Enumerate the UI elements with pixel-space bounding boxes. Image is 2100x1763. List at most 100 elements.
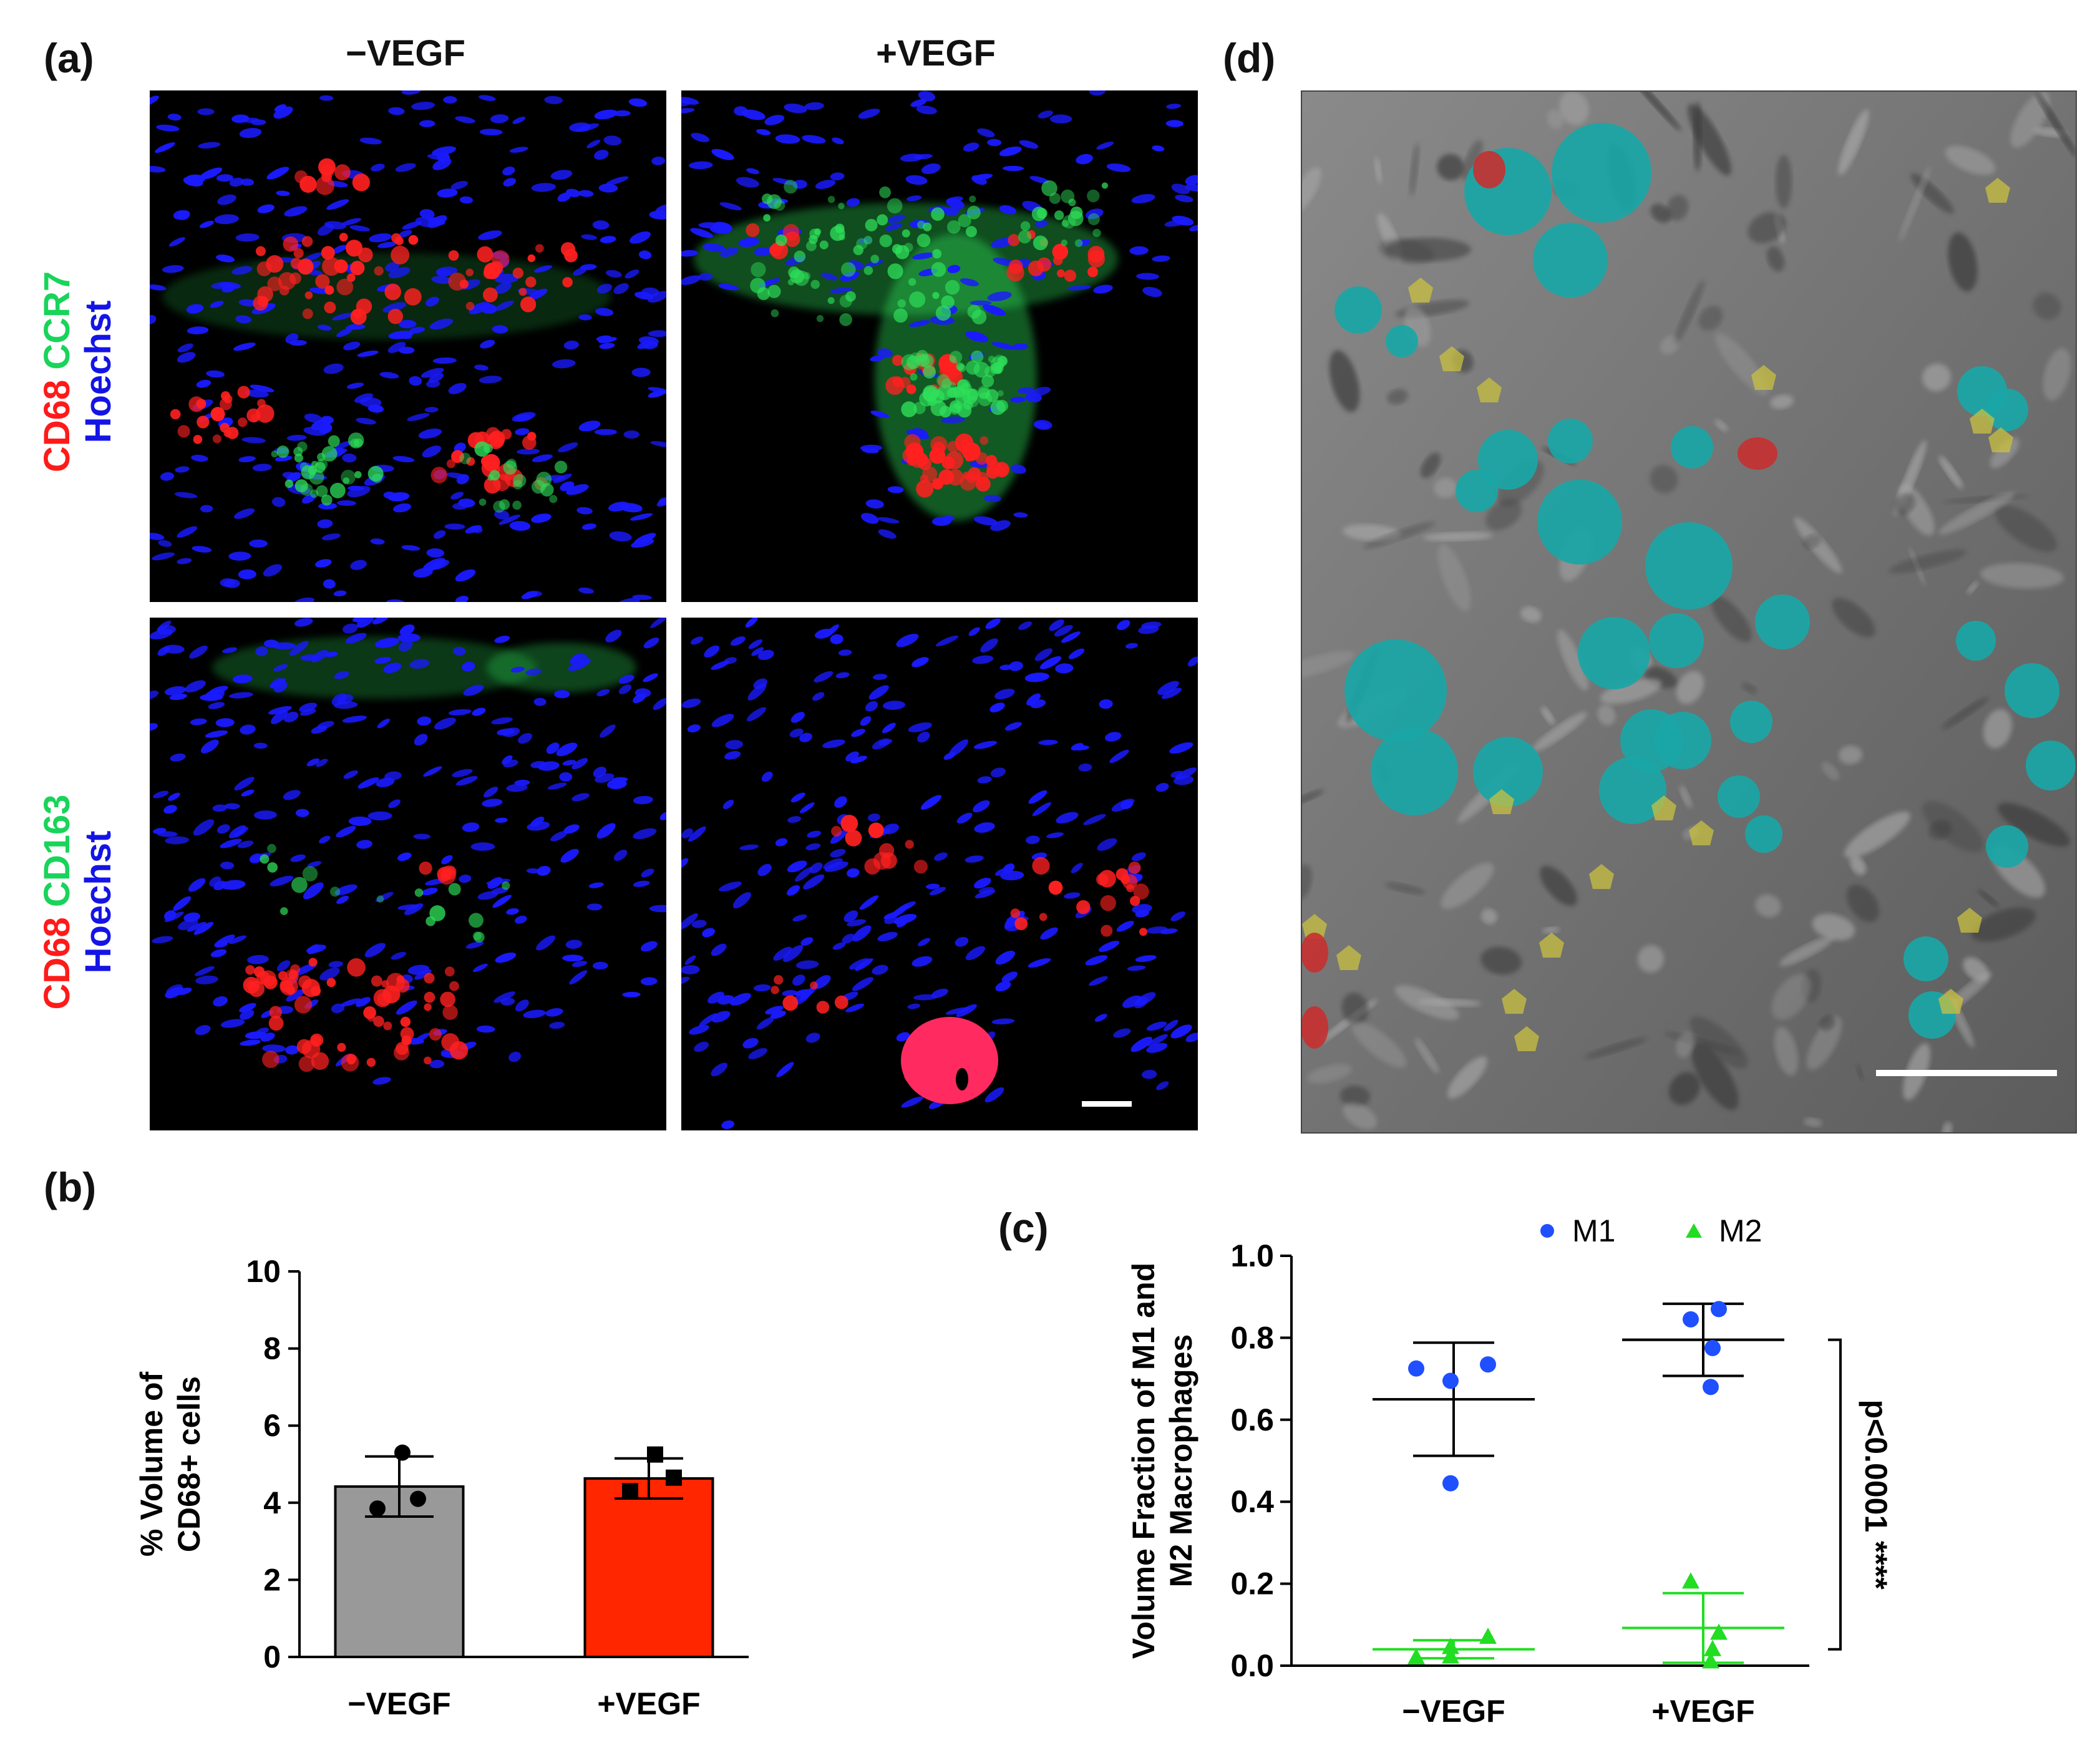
nucleus-mark xyxy=(578,587,594,594)
nucleus-mark xyxy=(452,769,473,777)
nucleus-mark xyxy=(596,283,613,294)
nucleus-mark xyxy=(999,205,1016,215)
red-stain-mark xyxy=(346,1054,357,1064)
red-stain-mark xyxy=(302,308,313,319)
red-stain-mark xyxy=(391,245,410,265)
macrophage-cell xyxy=(1645,522,1733,610)
red-stain-mark xyxy=(437,866,456,885)
nucleus-mark xyxy=(1109,749,1129,763)
micrograph-ccr7-minus-vegf xyxy=(150,90,666,602)
nucleus-mark xyxy=(990,767,1006,778)
nucleus-mark xyxy=(150,722,158,731)
surface-texture xyxy=(1547,109,1564,129)
nucleus-mark xyxy=(613,849,628,862)
nucleus-mark xyxy=(681,965,700,974)
green-stain-mark xyxy=(827,196,835,203)
red-stain-mark xyxy=(782,995,799,1011)
nucleus-mark xyxy=(419,120,435,127)
nucleus-mark xyxy=(375,891,394,902)
red-stain-mark xyxy=(916,480,934,498)
red-stain-mark xyxy=(289,272,301,284)
nucleus-mark xyxy=(787,885,800,896)
nucleus-mark xyxy=(877,348,893,358)
surface-texture xyxy=(1363,522,1436,549)
nucleus-mark xyxy=(711,943,727,956)
nucleus-mark xyxy=(371,163,385,172)
nucleus-mark xyxy=(157,620,172,631)
nucleus-mark xyxy=(882,701,906,710)
nucleus-mark xyxy=(814,671,834,682)
surface-texture xyxy=(1485,499,1522,530)
nucleus-mark xyxy=(558,442,578,453)
nucleus-mark xyxy=(326,199,349,210)
green-stain-mark xyxy=(931,207,945,221)
nucleus-mark xyxy=(220,838,242,848)
nucleus-mark xyxy=(802,135,826,144)
nucleus-mark xyxy=(173,896,192,911)
green-stain-mark xyxy=(294,479,308,493)
legend-label-m2: M2 xyxy=(1719,1213,1762,1248)
green-stain-mark xyxy=(927,397,937,406)
red-stain-mark xyxy=(267,276,282,291)
green-stain-mark xyxy=(503,460,517,475)
green-stain-mark xyxy=(838,203,845,210)
surface-texture xyxy=(1922,801,1983,852)
nucleus-mark xyxy=(845,751,859,762)
nucleus-mark xyxy=(698,273,713,281)
nucleus-mark xyxy=(656,498,666,507)
nucleus-mark xyxy=(784,104,807,114)
nucleus-mark xyxy=(605,629,622,643)
green-stain-mark xyxy=(941,378,952,389)
green-stain-mark xyxy=(932,292,940,299)
nucleus-mark xyxy=(805,1032,820,1043)
red-stain-mark xyxy=(446,459,456,469)
nucleus-mark xyxy=(217,194,236,205)
panel-letter-c: (c) xyxy=(998,1205,1049,1251)
nucleus-mark xyxy=(165,987,181,998)
nucleus-mark xyxy=(725,740,743,750)
nucleus-mark xyxy=(799,802,815,814)
nucleus-mark xyxy=(977,128,995,138)
nucleus-mark xyxy=(387,492,410,502)
nucleus-mark xyxy=(283,711,299,722)
red-stain-mark xyxy=(299,175,317,193)
nucleus-mark xyxy=(914,153,933,160)
nucleus-mark xyxy=(311,726,328,734)
nucleus-mark xyxy=(598,337,617,343)
nucleus-mark xyxy=(787,860,807,873)
nucleus-mark xyxy=(1116,920,1134,932)
nucleus-mark xyxy=(748,1047,768,1060)
red-stain-mark xyxy=(1120,875,1130,885)
nucleus-mark xyxy=(691,132,710,142)
surface-texture xyxy=(1832,598,1875,638)
nucleus-mark xyxy=(738,238,759,247)
nucleus-mark xyxy=(168,237,185,247)
nucleus-mark xyxy=(530,816,545,827)
surface-texture xyxy=(1779,936,1834,966)
red-stain-mark xyxy=(868,822,884,838)
red-stain-mark xyxy=(1010,908,1021,918)
nucleus-mark xyxy=(1024,673,1049,682)
green-stain-mark xyxy=(997,390,1004,397)
red-stain-mark xyxy=(374,266,384,276)
green-stain-mark xyxy=(536,472,552,487)
nucleus-mark xyxy=(641,868,654,878)
red-stain-mark xyxy=(257,286,273,303)
red-stain-mark xyxy=(892,354,903,366)
red-blood-cell xyxy=(1738,437,1777,470)
nucleus-mark xyxy=(790,712,805,723)
nucleus-mark xyxy=(681,250,698,257)
nucleus-mark xyxy=(238,299,258,307)
nucleus-mark xyxy=(1172,215,1194,226)
nucleus-mark xyxy=(809,862,823,873)
nucleus-mark xyxy=(711,1062,728,1077)
surface-texture xyxy=(1540,865,1577,906)
surface-texture xyxy=(1997,802,2071,847)
nucleus-mark xyxy=(586,903,603,911)
green-stain-mark xyxy=(329,482,346,498)
red-stain-mark xyxy=(346,273,356,282)
nucleus-mark xyxy=(462,822,480,832)
green-stain-mark xyxy=(853,245,863,255)
nucleus-mark xyxy=(525,668,542,676)
red-stain-mark xyxy=(294,996,313,1014)
